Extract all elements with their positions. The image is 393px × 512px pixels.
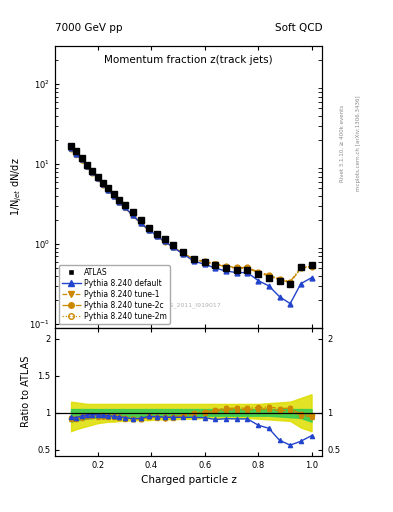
X-axis label: Charged particle z: Charged particle z — [141, 475, 237, 485]
Legend: ATLAS, Pythia 8.240 default, Pythia 8.240 tune-1, Pythia 8.240 tune-2c, Pythia 8: ATLAS, Pythia 8.240 default, Pythia 8.24… — [59, 265, 170, 324]
Text: 7000 GeV pp: 7000 GeV pp — [55, 23, 123, 33]
Text: Rivet 3.1.10, ≥ 400k events: Rivet 3.1.10, ≥ 400k events — [340, 105, 345, 182]
Text: ATLAS_2011_I919017: ATLAS_2011_I919017 — [155, 302, 222, 308]
Y-axis label: Ratio to ATLAS: Ratio to ATLAS — [22, 356, 31, 428]
Y-axis label: 1/N$_{jet}$ dN/dz: 1/N$_{jet}$ dN/dz — [9, 158, 24, 216]
Text: mcplots.cern.ch [arXiv:1306.3436]: mcplots.cern.ch [arXiv:1306.3436] — [356, 96, 361, 191]
Text: Momentum fraction z(track jets): Momentum fraction z(track jets) — [104, 55, 273, 65]
Text: Soft QCD: Soft QCD — [275, 23, 322, 33]
